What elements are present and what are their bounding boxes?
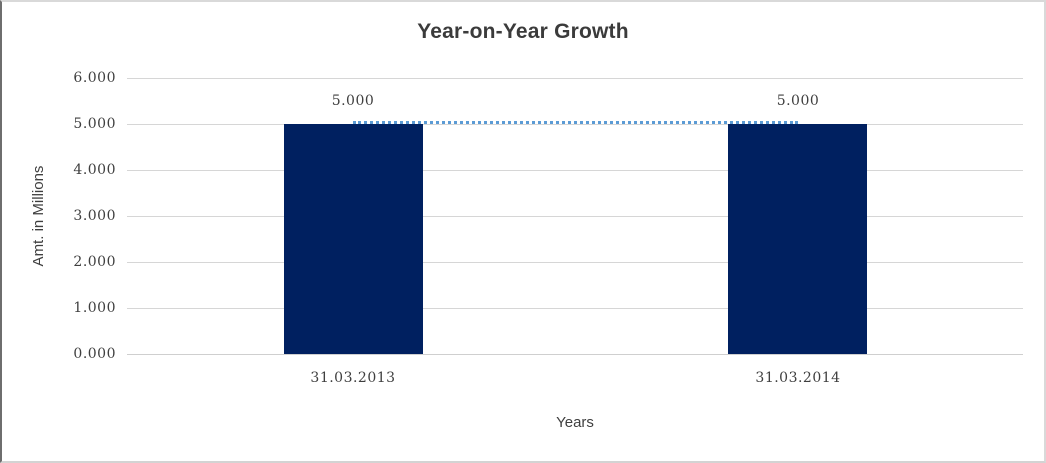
y-tick-label: 6.000	[73, 70, 116, 86]
gridline	[127, 216, 1023, 217]
y-tick-label: 4.000	[73, 162, 116, 178]
gridline	[127, 124, 1023, 125]
y-axis-title: Amt. in Millions	[30, 165, 47, 267]
gridline	[127, 262, 1023, 263]
bar-2014	[728, 124, 867, 354]
gridline	[127, 78, 1023, 79]
gridline	[127, 170, 1023, 171]
bar-data-label: 5.000	[776, 93, 820, 109]
bar-data-label: 5.000	[331, 93, 375, 109]
y-tick-label: 1.000	[73, 300, 116, 316]
y-tick-label: 2.000	[73, 254, 116, 270]
x-axis-line	[127, 354, 1023, 355]
gridline	[127, 308, 1023, 309]
y-tick-label: 3.000	[73, 208, 116, 224]
x-axis-title: Years	[556, 414, 594, 431]
chart-title: Year-on-Year Growth	[417, 20, 629, 43]
bar-2013	[284, 124, 423, 354]
y-tick-label: 0.000	[73, 346, 116, 362]
y-tick-label: 5.000	[73, 116, 116, 132]
x-tick-label: 31.03.2014	[755, 370, 841, 386]
trend-dotted-line	[353, 121, 798, 124]
x-tick-label: 31.03.2013	[310, 370, 396, 386]
